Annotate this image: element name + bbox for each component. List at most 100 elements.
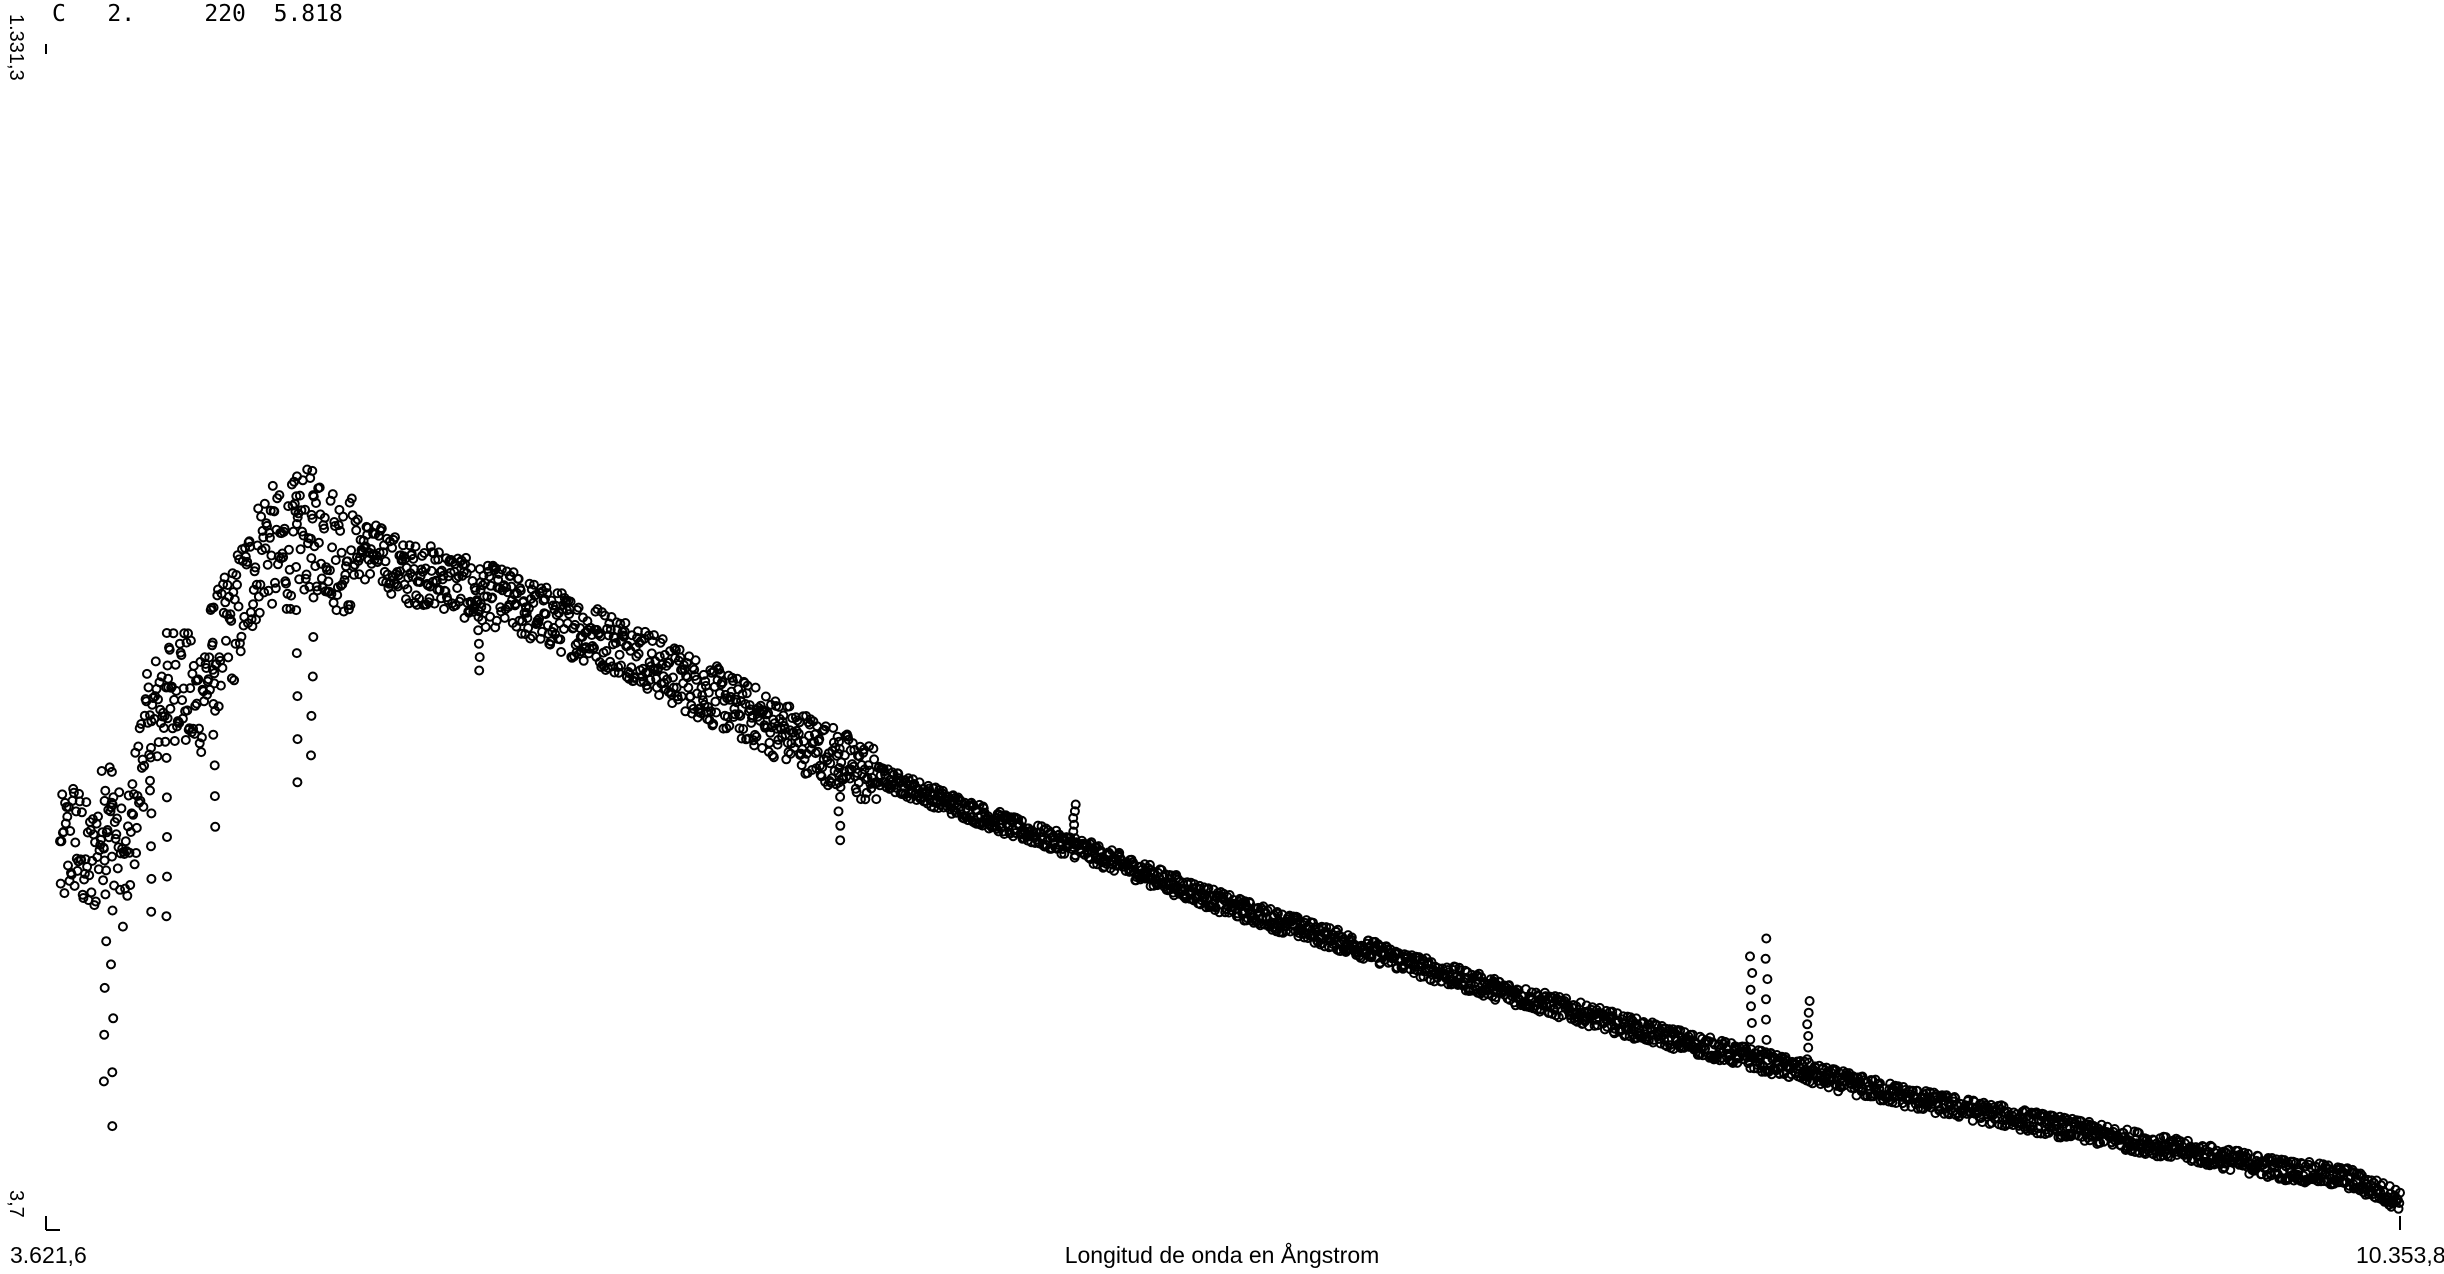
absorption-point [209,791,220,802]
data-point [703,687,714,698]
data-point [851,787,862,798]
data-point [169,694,180,705]
data-point [452,583,463,593]
data-point [778,710,789,721]
absorption-point [307,513,318,524]
data-point [541,582,552,593]
absorption-point [1760,953,1771,964]
data-point [262,559,273,570]
data-point [1010,828,1021,838]
data-point [2205,1140,2216,1151]
absorption-point [107,905,118,916]
data-point [860,794,871,805]
data-point [760,691,771,702]
absorption-point [308,632,319,642]
data-point [868,743,879,754]
absorption-point [474,652,485,663]
data-point [657,634,668,645]
data-point [424,593,435,604]
data-point [112,863,123,874]
data-point [204,684,215,695]
data-point [114,787,125,798]
absorption-point [1761,933,1772,944]
absorption-point [292,777,303,788]
data-point [295,544,306,555]
data-point [782,737,793,748]
data-point [148,692,159,703]
data-point [683,682,694,693]
data-point [162,660,173,671]
data-point [894,773,904,784]
data-point [374,547,385,558]
data-point [313,537,324,548]
data-point [1093,841,1104,852]
data-point [749,740,760,751]
data-point [725,691,736,702]
absorption-point [208,699,219,709]
data-point [323,576,334,587]
data-point [154,677,165,688]
data-point [249,566,260,577]
data-point [59,888,70,899]
data-point [420,563,431,574]
data-point [96,766,107,776]
data-point [633,648,644,659]
data-point [145,752,156,763]
data-point [2166,1151,2176,1162]
data-point [336,547,347,558]
data-point [232,579,242,590]
data-point [642,683,653,694]
data-point [152,751,163,762]
data-point [76,807,87,818]
absorption-point [291,519,302,529]
data-points [55,464,2405,1214]
absorption-point [98,842,109,853]
data-point [78,893,89,903]
data-point [700,676,711,687]
data-point [142,668,152,679]
data-point [129,859,140,870]
data-point [556,647,567,657]
absorption-point [474,665,485,676]
data-point [487,592,498,603]
data-point [610,638,621,648]
data-point [540,609,551,620]
data-point [100,785,111,796]
absorption-point [1762,974,1773,985]
absorption-point [1747,968,1758,978]
data-point [1016,815,1027,826]
data-point [246,614,257,625]
data-point [185,683,196,694]
absorption-point [108,1013,119,1024]
data-point [737,689,748,700]
absorption-point [1069,806,1080,817]
data-point [221,635,231,646]
absorption-point [107,1121,118,1132]
data-point [555,634,566,645]
data-point [327,542,338,553]
data-point [481,603,492,614]
data-point [2137,1135,2148,1146]
x-max-tick-label: 10.353,8 [2356,1242,2444,1268]
absorption-point [1068,826,1079,837]
data-point [230,638,241,649]
data-point [340,569,351,580]
data-point [601,646,612,656]
data-point [286,590,297,601]
data-point [784,701,795,712]
data-point [869,754,880,765]
data-point [398,540,409,551]
absorption-point [100,889,111,900]
data-point [484,571,495,582]
data-point [2394,1198,2405,1208]
data-point [470,585,481,596]
absorption-point [1745,951,1755,962]
data-point [433,547,444,558]
data-point [711,707,722,718]
data-point [98,875,109,886]
absorption-point [834,763,845,773]
data-point [1963,1094,1974,1105]
data-point [440,586,451,597]
data-point [122,890,133,901]
data-point [133,741,144,752]
